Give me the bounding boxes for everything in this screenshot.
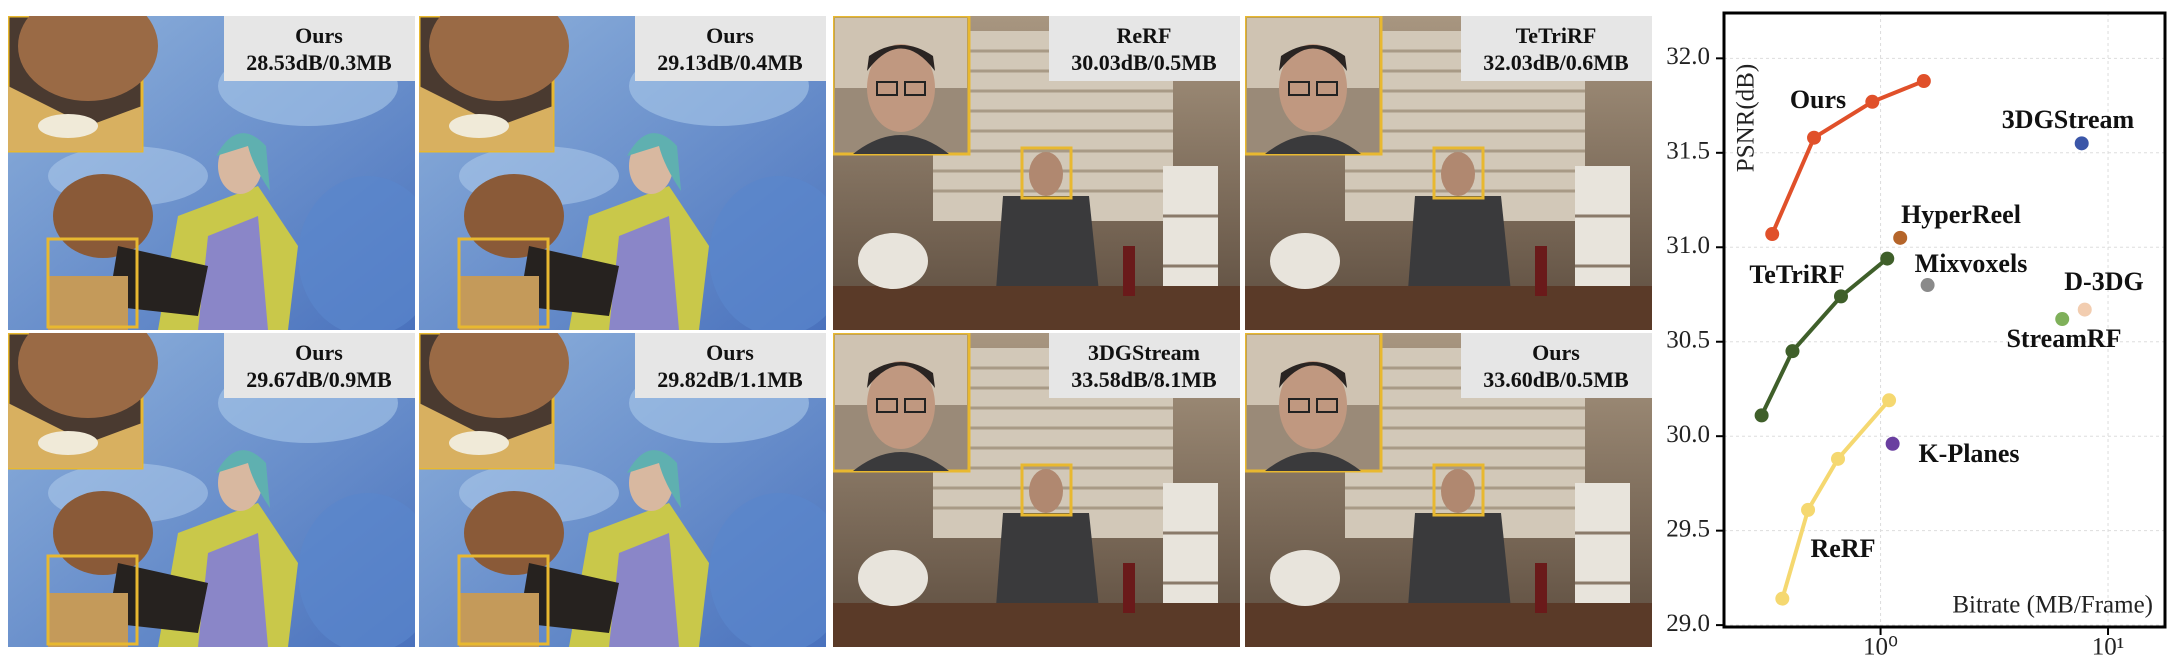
method-label: TeTriRF (1516, 23, 1597, 48)
data-point (2055, 312, 2070, 327)
series-line (1759, 257, 1889, 417)
series-label: ReRF (1811, 534, 1876, 563)
plot-frame (1722, 11, 2167, 629)
method-label: Ours (1532, 340, 1580, 365)
metric-label: 32.03dB/0.6MB (1483, 50, 1629, 75)
series-label: Mixvoxels (1915, 249, 2028, 278)
series-label: TeTriRF (1749, 260, 1844, 289)
label-box (224, 333, 415, 398)
data-point (1916, 74, 1931, 89)
data-point (1865, 94, 1880, 109)
label-box (635, 333, 826, 398)
chart: 29.0 29.5 30.0 30.5 31.0 31.5 32.0 10⁰ 10¹ PSNR(d… (1666, 11, 2167, 661)
x-tick-label: 10⁰ (1863, 634, 1898, 658)
metric-label: 29.67dB/0.9MB (246, 367, 392, 392)
series-line (1780, 398, 1891, 600)
data-point (2077, 302, 2092, 317)
method-label: 3DGStream (1088, 340, 1200, 365)
series-line (1770, 79, 1925, 235)
data-point (1882, 393, 1897, 408)
y-tick-label: 30.5 (1666, 326, 1710, 353)
data-point (1754, 408, 1769, 423)
y-axis-label: PSNR(dB) (1733, 64, 1760, 172)
data-point (1801, 502, 1816, 517)
plot-area (1724, 13, 2165, 627)
x-axis-label: Bitrate (MB/Frame) (1952, 592, 2153, 619)
y-tick-label: 32.0 (1666, 43, 1710, 70)
series-label: D-3DG (2064, 267, 2143, 296)
data-point (1920, 278, 1935, 293)
label-box (1049, 16, 1240, 81)
series-label: Ours (1790, 85, 1846, 114)
series-label: HyperReel (1901, 200, 2021, 229)
image-grid: Ours28.53dB/0.3MBOurs29.13dB/0.4MBReRF30… (8, 0, 1652, 653)
label-box (224, 16, 415, 81)
data-point (1893, 230, 1908, 245)
x-tick-label: 10¹ (2092, 634, 2125, 658)
data-point (1807, 130, 1822, 145)
data-point (1785, 344, 1800, 359)
data-point (1885, 436, 1900, 451)
data-point (1833, 289, 1848, 304)
method-label: Ours (706, 340, 754, 365)
label-box (635, 16, 826, 81)
y-tick-label: 29.5 (1666, 515, 1710, 542)
data-point (2074, 136, 2089, 151)
method-label: ReRF (1117, 23, 1172, 48)
metric-label: 29.13dB/0.4MB (657, 50, 803, 75)
label-box (1461, 333, 1652, 398)
data-point (1831, 451, 1846, 466)
metric-label: 29.82dB/1.1MB (657, 367, 803, 392)
method-label: Ours (295, 340, 343, 365)
y-tick-label: 30.0 (1666, 421, 1710, 448)
data-point (1765, 227, 1780, 242)
metric-label: 33.58dB/8.1MB (1071, 367, 1217, 392)
label-box (1049, 333, 1240, 398)
metric-label: 33.60dB/0.5MB (1483, 367, 1629, 392)
method-label: Ours (706, 23, 754, 48)
metric-label: 30.03dB/0.5MB (1071, 50, 1217, 75)
method-label: Ours (295, 23, 343, 48)
series-label: 3DGStream (2002, 105, 2135, 134)
series-label: K-Planes (1918, 439, 2019, 468)
metric-label: 28.53dB/0.3MB (246, 50, 392, 75)
y-tick-label: 31.0 (1666, 232, 1710, 259)
y-tick-label: 29.0 (1666, 610, 1710, 637)
y-tick-label: 31.5 (1666, 138, 1710, 165)
label-box (1461, 16, 1652, 81)
series-label: StreamRF (2006, 324, 2121, 353)
data-point (1880, 251, 1895, 266)
data-point (1775, 591, 1790, 606)
